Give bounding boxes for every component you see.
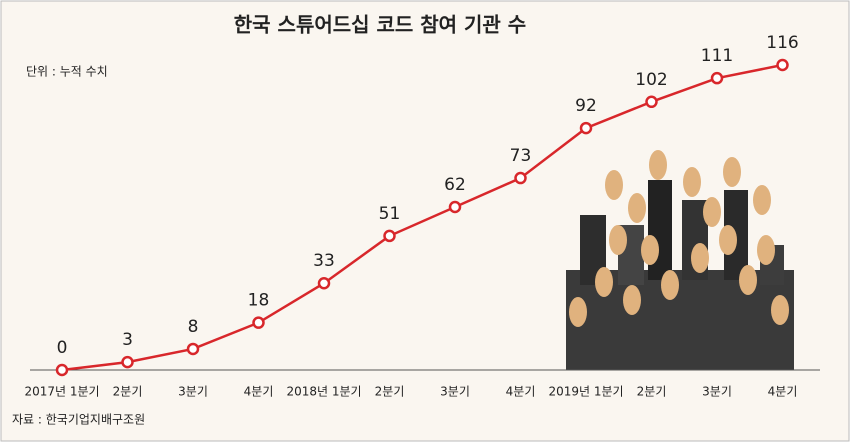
line bbox=[61, 63, 783, 372]
marker bbox=[710, 71, 724, 85]
marker bbox=[383, 229, 396, 243]
x-tick-label: 2분기 bbox=[113, 385, 143, 399]
subtitle: 단위 : 누적 수치 bbox=[26, 65, 108, 79]
marker bbox=[645, 95, 658, 109]
chart-title: 한국 스튜어드십 코드 참여 기관 수 bbox=[234, 13, 526, 37]
marker bbox=[776, 58, 789, 72]
value-label: 8 bbox=[188, 317, 199, 337]
marker bbox=[579, 121, 593, 135]
value-label: 51 bbox=[379, 204, 401, 224]
value-label: 18 bbox=[248, 291, 270, 311]
x-tick-label: 2분기 bbox=[375, 385, 405, 399]
x-tick-label: 4분기 bbox=[768, 385, 798, 399]
marker bbox=[252, 316, 265, 329]
x-tick-label: 2019년 1분기 bbox=[548, 385, 623, 399]
x-tick-label: 3분기 bbox=[702, 385, 732, 399]
x-tick-label: 4분기 bbox=[506, 385, 536, 399]
source: 자료 : 한국기업지배구조원 bbox=[12, 413, 145, 427]
illustration bbox=[566, 150, 794, 370]
marker bbox=[448, 200, 462, 214]
value-label: 116 bbox=[766, 33, 798, 53]
marker bbox=[55, 363, 69, 377]
value-label: 0 bbox=[57, 338, 68, 358]
x-tick-label: 2018년 1분기 bbox=[286, 385, 361, 399]
value-label: 62 bbox=[444, 175, 466, 195]
value-label: 73 bbox=[510, 146, 532, 166]
x-tick-label: 4분기 bbox=[244, 385, 274, 399]
x-tick-label: 2017년 1분기 bbox=[24, 385, 99, 399]
x-tick-label: 3분기 bbox=[178, 385, 208, 399]
value-label: 33 bbox=[313, 251, 335, 271]
x-tick-label: 3분기 bbox=[440, 385, 470, 399]
value-label: 3 bbox=[122, 330, 133, 350]
value-label: 111 bbox=[701, 46, 733, 66]
value-label: 92 bbox=[575, 96, 597, 116]
value-label: 102 bbox=[635, 70, 667, 90]
marker bbox=[121, 355, 134, 369]
marker bbox=[514, 171, 527, 185]
x-tick-label: 2분기 bbox=[637, 385, 667, 399]
marker bbox=[317, 276, 331, 290]
marker bbox=[186, 342, 200, 356]
